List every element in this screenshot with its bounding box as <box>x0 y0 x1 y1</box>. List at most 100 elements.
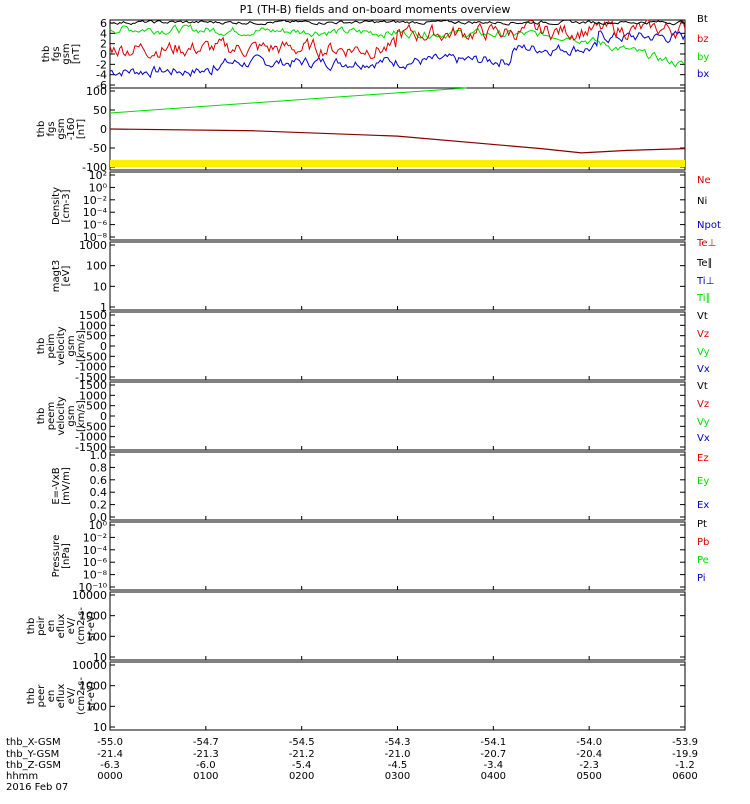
date-label: 2016 Feb 07 <box>6 782 68 793</box>
legend-Pi: Pi <box>697 573 706 584</box>
y-tick-label: -2 <box>96 58 107 71</box>
panel-4: 1000 100 10 1 magt3[eV] Te⊥ Te∥ Ti⊥ Ti∥ <box>51 238 716 314</box>
yellow-band <box>110 160 685 167</box>
y-tick-label: 10 <box>93 280 107 293</box>
legend-Ni: Ni <box>697 196 707 207</box>
series-green <box>109 87 467 114</box>
y-tick-label: 10⁻⁶ <box>83 556 108 569</box>
time-tick-x: -54.3 <box>385 737 411 748</box>
y-tick-label: 4 <box>100 27 107 40</box>
y-tick-label: 0 <box>100 123 107 136</box>
y-tick-label: 100 <box>86 260 107 273</box>
legend-Vz: Vz <box>697 329 709 340</box>
legend-bz: bz <box>697 34 709 45</box>
time-row-label: thb_Z-GSM <box>6 760 61 771</box>
time-tick-t: 0100 <box>193 771 218 782</box>
y-tick-label: 10⁻⁴ <box>83 206 108 219</box>
y-tick-label: 10² <box>89 169 107 182</box>
y-axis-label: thbfgsgsm-160[nT] <box>36 118 87 141</box>
y-tick-label: 0.4 <box>90 486 108 499</box>
legend-Te∥: Te∥ <box>696 258 713 269</box>
time-tick-z: -6.0 <box>196 760 216 771</box>
y-tick-label: 1000 <box>79 319 107 332</box>
y-axis-label: thbpeemvelocitygsm[km/s] <box>36 396 87 435</box>
panel-frame <box>109 521 686 591</box>
y-axis-label: E=-VxB[mV/m] <box>51 467 72 505</box>
legend-Ti∥: Ti∥ <box>696 293 711 304</box>
y-tick-label: 10 <box>93 651 107 664</box>
time-tick-t: 0300 <box>385 771 410 782</box>
panel-9: 10000 1000 100 10 thbpeirenefluxeV/(cm2-s-sr… <box>26 589 686 664</box>
time-tick-y: -20.4 <box>576 749 602 760</box>
time-tick-z: -2.3 <box>579 760 599 771</box>
time-tick-t: 0200 <box>289 771 314 782</box>
y-tick-label: 10⁻² <box>83 194 107 207</box>
y-tick-label: 1000 <box>79 389 107 402</box>
y-axis-label: thbpeimvelocitygsm[km/s] <box>36 326 87 365</box>
y-tick-label: -100 <box>82 161 107 174</box>
time-tick-y: -21.2 <box>289 749 315 760</box>
series-red <box>109 19 686 60</box>
y-axis-label: thbpeerenefluxeV/(cm2-s-sr-eV) <box>26 677 97 715</box>
y-tick-label: 10⁻⁴ <box>83 544 108 557</box>
time-tick-t: 0000 <box>97 771 122 782</box>
y-tick-label: 10⁻¹⁰ <box>78 581 107 594</box>
time-tick-y: -21.4 <box>97 749 123 760</box>
y-tick-label: -1500 <box>75 371 107 384</box>
y-tick-label: 2 <box>100 38 107 51</box>
y-axis-label: Pressure[nPa] <box>51 535 72 578</box>
y-tick-label: 1000 <box>79 680 107 693</box>
y-tick-label: 10⁰ <box>89 519 108 532</box>
time-tick-t: 0500 <box>576 771 601 782</box>
legend-Vy: Vy <box>697 347 710 358</box>
time-tick-z: -3.4 <box>484 760 504 771</box>
legend-Ex: Ex <box>697 500 709 511</box>
time-tick-z: -6.3 <box>100 760 120 771</box>
y-tick-label: 500 <box>86 400 107 413</box>
panel-frame <box>109 311 686 381</box>
y-tick-label: 50 <box>93 104 107 117</box>
y-tick-label: 10⁻⁸ <box>83 231 108 244</box>
panel-frame <box>109 591 686 661</box>
y-tick-label: 100 <box>86 700 107 713</box>
y-tick-label: 0.6 <box>90 474 108 487</box>
y-tick-label: 100 <box>86 85 107 98</box>
y-tick-label: -1000 <box>75 431 107 444</box>
legend-Vy: Vy <box>697 417 710 428</box>
y-tick-label: 0 <box>100 410 107 423</box>
y-tick-label: -1000 <box>75 361 107 374</box>
y-tick-label: 1500 <box>79 309 107 322</box>
legend-Bt: Bt <box>697 14 708 25</box>
legend-Vt: Vt <box>697 311 708 322</box>
y-tick-label: 10000 <box>72 659 107 672</box>
legend-Ez: Ez <box>697 453 709 464</box>
y-tick-label: 1.0 <box>90 449 108 462</box>
y-tick-label: 1000 <box>79 239 107 252</box>
panels-group: 6420-2-4-6thbfgsgsm[nT]Btbzbybx100500-50… <box>26 14 721 734</box>
legend-Vx: Vx <box>697 364 710 375</box>
y-tick-label: 10⁻² <box>83 531 107 544</box>
legend-Pe: Pe <box>697 555 709 566</box>
plot-title: P1 (TH-B) fields and on-board moments ov… <box>240 3 511 16</box>
time-tick-y: -20.7 <box>480 749 506 760</box>
time-tick-t: 0400 <box>481 771 506 782</box>
time-tick-y: -19.9 <box>672 749 698 760</box>
time-tick-y: -21.0 <box>385 749 411 760</box>
panel-10: 10000 1000 100 10 thbpeerenefluxeV/(cm2-s-sr… <box>26 659 686 734</box>
y-tick-label: 6 <box>100 17 107 30</box>
legend-Pb: Pb <box>697 537 709 548</box>
time-row-label: hhmm <box>6 771 38 782</box>
y-tick-label: -1500 <box>75 441 107 454</box>
legend-by: by <box>697 52 709 63</box>
panel-frame <box>109 451 686 521</box>
time-tick-x: -55.0 <box>97 737 123 748</box>
y-axis-label: thbfgsgsm[nT] <box>41 43 82 64</box>
y-tick-label: 0.2 <box>90 499 108 512</box>
y-tick-label: 1500 <box>79 379 107 392</box>
